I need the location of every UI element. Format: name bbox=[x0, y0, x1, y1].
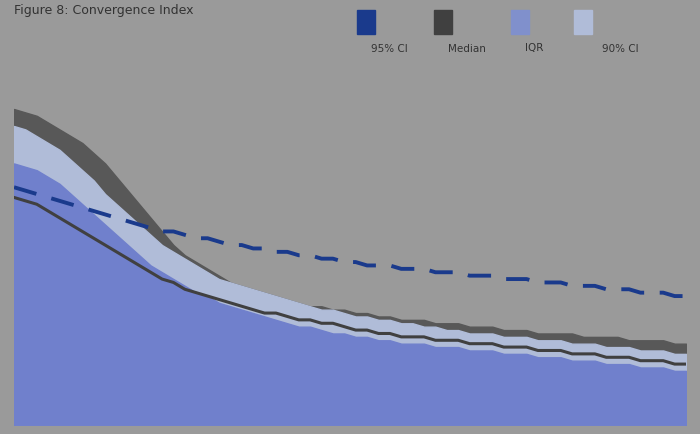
Text: Figure 8: Convergence Index: Figure 8: Convergence Index bbox=[14, 4, 193, 17]
Text: IQR: IQR bbox=[525, 43, 543, 53]
Text: 95% CI: 95% CI bbox=[371, 43, 407, 53]
Text: 90% CI: 90% CI bbox=[602, 43, 638, 53]
Text: Median: Median bbox=[448, 43, 486, 53]
